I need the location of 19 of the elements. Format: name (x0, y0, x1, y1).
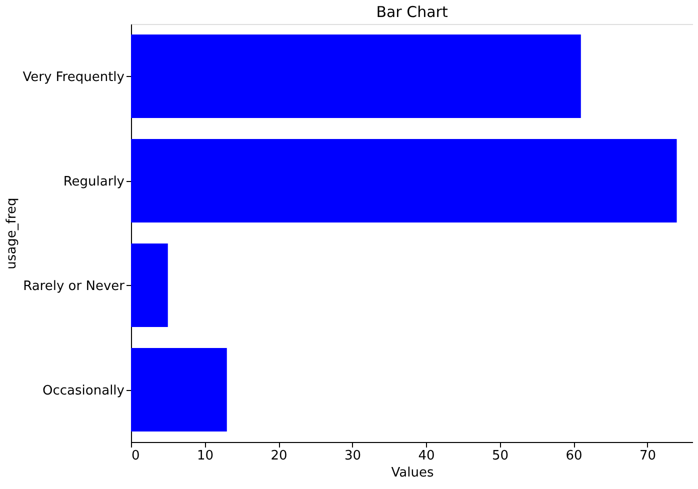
y-tick-label: Very Frequently (22, 70, 125, 85)
x-tick-label: 50 (492, 448, 509, 464)
y-tick-label: Regularly (63, 174, 125, 190)
bar (131, 348, 227, 432)
y-tick-label: Rarely or Never (23, 278, 126, 294)
x-tick-label: 60 (566, 448, 582, 464)
bar (131, 34, 581, 118)
x-tick-label: 20 (270, 448, 288, 464)
x-tick-label: 70 (640, 448, 656, 464)
x-axis-title: Values (391, 466, 434, 480)
x-tick-label: 30 (344, 448, 362, 464)
x-tick-label: 40 (418, 448, 435, 464)
y-axis-title: usage_freq (4, 198, 20, 270)
x-tick-label: 0 (132, 448, 140, 464)
x-tick-label: 10 (196, 448, 214, 464)
bar (131, 138, 677, 223)
y-tick-label: Occasionally (42, 383, 125, 398)
chart-title: Bar Chart (376, 3, 448, 21)
bar (131, 243, 168, 328)
